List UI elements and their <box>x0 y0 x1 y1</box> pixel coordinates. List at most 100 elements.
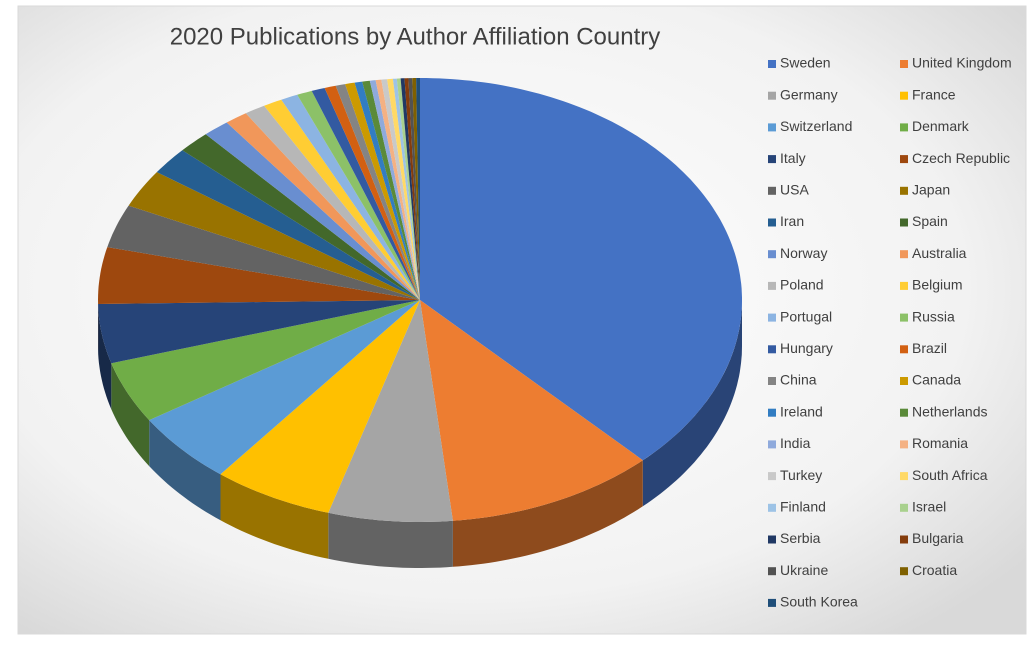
legend-label: Denmark <box>912 118 970 134</box>
slice <box>281 94 420 300</box>
legend-swatch <box>900 503 908 512</box>
slice <box>111 300 421 421</box>
legend-swatch <box>900 91 908 100</box>
legend-label: Russia <box>912 308 955 324</box>
slice <box>362 80 420 300</box>
legend-swatch <box>768 472 776 481</box>
legend-swatch <box>768 567 776 576</box>
legend-swatch <box>768 155 776 164</box>
legend-swatch <box>900 281 908 290</box>
slice <box>107 205 421 300</box>
legend-label: Spain <box>912 213 948 229</box>
legend-label: China <box>780 372 817 388</box>
legend-label: Finland <box>780 499 826 515</box>
legend-label: Germany <box>780 86 838 102</box>
legend-swatch <box>900 440 908 449</box>
slice <box>264 99 420 300</box>
legend-swatch <box>900 472 908 481</box>
legend-label: Israel <box>912 499 946 515</box>
slice <box>226 113 420 300</box>
slice-side <box>98 304 112 410</box>
legend-swatch <box>768 535 776 544</box>
slice <box>396 78 420 301</box>
legend-label: Sweden <box>780 55 831 71</box>
legend-label: Canada <box>912 372 961 388</box>
legend: Sweden United Kingdom Germany France Switzer… <box>768 55 1012 610</box>
legend-swatch <box>768 281 776 290</box>
slice <box>182 134 420 300</box>
legend-label: Ukraine <box>780 562 828 578</box>
slice <box>412 78 420 300</box>
legend-label: Hungary <box>780 340 833 356</box>
legend-label: France <box>912 86 956 102</box>
legend-label: Bulgaria <box>912 530 964 546</box>
slice <box>345 82 420 300</box>
legend-label: Ireland <box>780 403 823 419</box>
slice <box>128 172 420 300</box>
chart-title: 2020 Publications by Author Affiliation … <box>170 23 661 50</box>
slice <box>369 80 420 300</box>
slice <box>408 78 420 300</box>
legend-swatch <box>900 123 908 132</box>
slice <box>404 78 420 300</box>
legend-swatch <box>768 598 776 607</box>
legend-label: Brazil <box>912 340 947 356</box>
slice <box>381 79 420 300</box>
legend-label: Netherlands <box>912 403 988 419</box>
legend-label: Portugal <box>780 308 832 324</box>
legend-swatch <box>768 408 776 417</box>
slice <box>245 105 420 300</box>
legend-swatch <box>768 218 776 227</box>
slice <box>387 78 420 300</box>
slice <box>149 300 420 475</box>
legend-label: Japan <box>912 182 950 198</box>
legend-swatch <box>900 60 908 68</box>
slice <box>156 150 421 300</box>
slice-side <box>642 300 742 507</box>
legend-label: South Korea <box>780 594 858 610</box>
legend-label: Croatia <box>912 562 957 578</box>
legend-swatch <box>768 250 776 259</box>
legend-label: South Africa <box>912 467 988 483</box>
legend-swatch <box>900 567 908 576</box>
legend-swatch <box>900 345 908 354</box>
legend-swatch <box>900 377 908 385</box>
legend-label: Serbia <box>780 530 821 546</box>
slice <box>400 78 420 300</box>
slice <box>392 78 420 300</box>
legend-label: India <box>780 435 811 451</box>
legend-label: Italy <box>780 150 806 166</box>
pie <box>98 78 742 568</box>
legend-swatch <box>768 313 776 322</box>
legend-label: USA <box>780 182 809 198</box>
slice-side <box>220 474 329 559</box>
slice <box>375 79 420 300</box>
slice <box>324 85 420 300</box>
legend-label: Australia <box>912 245 967 261</box>
legend-label: Czech Republic <box>912 150 1010 166</box>
legend-label: Iran <box>780 213 804 229</box>
legend-swatch <box>768 345 776 354</box>
slice-side <box>149 420 221 521</box>
legend-label: Romania <box>912 435 968 451</box>
slice <box>420 300 643 521</box>
legend-swatch <box>900 155 908 164</box>
slice <box>220 300 420 513</box>
slice <box>416 78 420 300</box>
legend-label: Norway <box>780 245 827 261</box>
legend-label: Turkey <box>780 467 822 483</box>
legend-swatch <box>900 250 908 259</box>
legend-swatch <box>768 60 776 68</box>
slice <box>297 90 420 301</box>
slice <box>420 78 742 461</box>
slice-side <box>452 460 643 567</box>
slice <box>98 247 420 304</box>
legend-label: Switzerland <box>780 118 852 134</box>
legend-swatch <box>768 186 776 195</box>
legend-swatch <box>900 313 908 322</box>
legend-swatch <box>900 535 908 544</box>
legend-label: Poland <box>780 277 824 293</box>
legend-swatch <box>768 377 776 385</box>
